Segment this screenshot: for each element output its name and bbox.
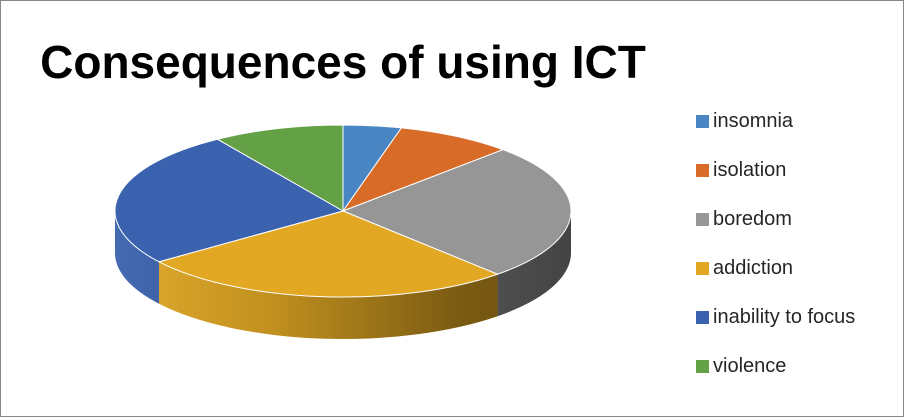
legend-swatch: [696, 114, 709, 128]
legend-item-boredom: boredom: [696, 207, 792, 231]
legend-label: insomnia: [713, 109, 794, 132]
legend-label: violence: [713, 354, 787, 377]
legend-item-addiction: addiction: [696, 256, 793, 280]
pie-side-addiction: [158, 261, 498, 340]
pie-sides: [115, 211, 571, 340]
legend-label: boredom: [713, 207, 792, 230]
legend-label: addiction: [713, 256, 794, 279]
legend-swatch: [696, 359, 709, 373]
pie-slice-isolation: [342, 127, 504, 212]
pie-top: [114, 124, 572, 298]
pie-side-boredom: [497, 211, 571, 317]
legend-swatch: [696, 163, 709, 177]
legend-item-violence: violence: [696, 354, 786, 378]
pie-side-inability-to-focus: [115, 211, 159, 304]
legend-item-inability-to-focus: inability to focus: [696, 305, 855, 329]
legend-swatch: [696, 212, 709, 226]
legend-item-isolation: isolation: [696, 158, 786, 182]
legend-item-insomnia: insomnia: [696, 109, 793, 133]
legend-swatch: [696, 310, 709, 324]
legend-label: isolation: [713, 158, 787, 181]
pie-slice-addiction: [158, 210, 499, 298]
pie-slice-boredom: [342, 149, 572, 275]
pie-slice-violence: [216, 124, 344, 212]
legend-swatch: [696, 261, 709, 275]
chart-title: Consequences of using ICT: [40, 36, 646, 88]
pie-slice-inability-to-focus: [114, 138, 344, 263]
legend-label: inability to focus: [713, 305, 856, 328]
